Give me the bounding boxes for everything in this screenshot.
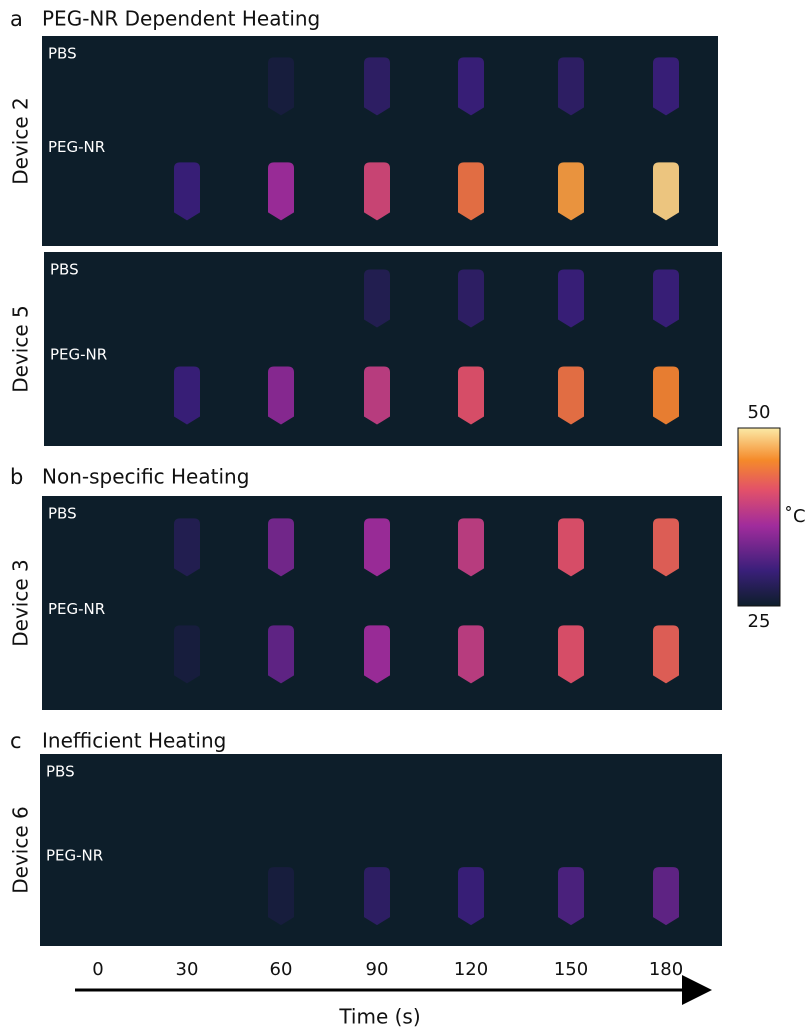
thermal-spot [458, 867, 484, 926]
row-label: PBS [48, 505, 77, 523]
row-label: PEG-NR [48, 600, 105, 618]
panel-title: PEG-NR Dependent Heating [42, 7, 320, 31]
thermal-spot [364, 162, 390, 221]
panel-letter: c [10, 729, 22, 753]
row-label: PBS [48, 45, 77, 63]
thermal-spot [558, 162, 584, 221]
thermal-spot [558, 625, 584, 684]
time-tick-label: 60 [270, 959, 293, 980]
thermal-spot [458, 518, 484, 577]
colorbar-max: 50 [748, 402, 771, 423]
time-tick-label: 150 [554, 959, 588, 980]
thermal-spot [653, 625, 679, 684]
thermal-spot [653, 57, 679, 116]
thermal-spot [364, 867, 390, 926]
device-label: Device 5 [9, 305, 33, 392]
thermal-spot [364, 57, 390, 116]
colorbar-unit: ˚C [784, 506, 806, 527]
thermal-spot [558, 366, 584, 425]
thermal-spot [364, 366, 390, 425]
thermal-spot [653, 269, 679, 328]
row-label: PEG-NR [46, 846, 103, 864]
thermal-spot [653, 366, 679, 425]
panel-title: Non-specific Heating [42, 465, 249, 489]
row-label: PEG-NR [50, 345, 107, 363]
thermal-spot [653, 867, 679, 926]
thermal-spot [268, 366, 294, 425]
row-label: PEG-NR [48, 138, 105, 156]
thermal-spot [364, 269, 390, 328]
thermal-spot [458, 366, 484, 425]
thermal-spot [558, 57, 584, 116]
colorbar-min: 25 [748, 611, 771, 632]
thermal-spot [268, 162, 294, 221]
thermal-spot [653, 518, 679, 577]
thermal-spot [458, 625, 484, 684]
thermal-spot [558, 269, 584, 328]
thermal-spot [653, 162, 679, 221]
time-tick-label: 90 [366, 959, 389, 980]
thermal-spot [458, 162, 484, 221]
thermal-spot [558, 518, 584, 577]
panel-letter: a [10, 7, 23, 31]
device-label: Device 3 [9, 559, 33, 646]
time-axis-label: Time (s) [338, 1005, 420, 1029]
thermal-spot [174, 625, 200, 684]
thermal-spot [268, 625, 294, 684]
thermal-spot [174, 162, 200, 221]
row-label: PBS [50, 261, 79, 279]
device-label: Device 6 [9, 806, 33, 893]
time-tick-label: 30 [176, 959, 199, 980]
colorbar [737, 427, 781, 607]
time-tick-label: 0 [92, 959, 103, 980]
device-label: Device 2 [9, 97, 33, 184]
row-label: PBS [46, 763, 75, 781]
thermal-spot [268, 57, 294, 116]
thermal-spot [458, 269, 484, 328]
time-tick-label: 180 [649, 959, 683, 980]
thermal-spot [458, 57, 484, 116]
time-tick-label: 120 [454, 959, 488, 980]
thermal-spot [174, 518, 200, 577]
panel-letter: b [10, 465, 23, 489]
thermal-spot [558, 867, 584, 926]
thermal-spot [174, 366, 200, 425]
thermal-spot [268, 518, 294, 577]
thermal-spot [364, 518, 390, 577]
thermal-spot [268, 867, 294, 926]
thermal-spot [364, 625, 390, 684]
panel-title: Inefficient Heating [42, 729, 226, 753]
